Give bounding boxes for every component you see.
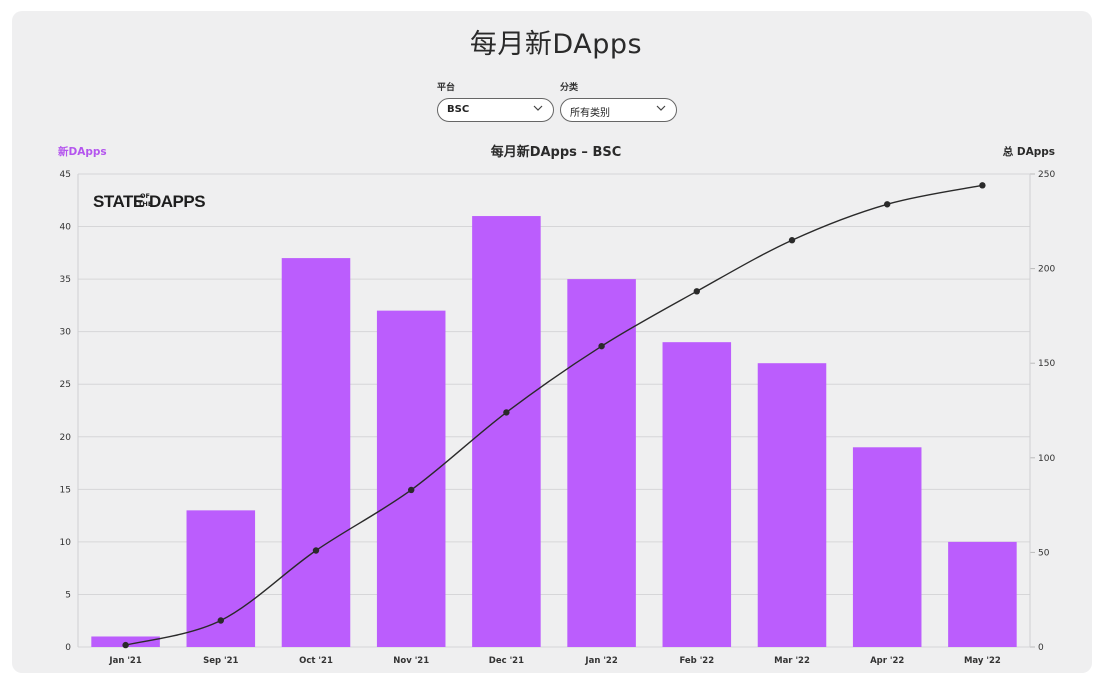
- total-dapps-point: [884, 201, 891, 208]
- category-select[interactable]: 所有类别: [560, 98, 677, 122]
- axis-ticks: 0 5 10 15 20 25 30 35 40 45 0 50 100 150 200 250 Jan '21…: [60, 170, 1056, 666]
- x-tick-label: Apr '22: [870, 656, 904, 666]
- y-tick-label: 25: [60, 380, 71, 390]
- bar: [948, 541, 1017, 647]
- x-tick-label: Dec '21: [489, 656, 524, 666]
- state-of-the-dapps-logo: STATE OF THE DAPPS: [93, 192, 206, 211]
- y2-tick-label: 150: [1038, 359, 1055, 369]
- y-tick-label: 15: [60, 485, 71, 495]
- category-select-value: 所有类别: [570, 108, 610, 119]
- svg-text:OF: OF: [140, 192, 150, 200]
- y-tick-label: 5: [65, 590, 71, 600]
- right-axis-title: 总 DApps: [1003, 145, 1055, 158]
- total-dapps-point: [503, 409, 510, 416]
- x-tick-label: May '22: [964, 656, 1001, 666]
- y-tick-label: 0: [65, 643, 71, 653]
- y-tick-label: 20: [60, 433, 72, 443]
- y-tick-label: 10: [60, 538, 72, 548]
- chevron-down-icon: [533, 105, 543, 111]
- category-filter-label: 分类: [560, 83, 579, 93]
- x-tick-label: Sep '21: [203, 656, 238, 666]
- cumulative-line: [122, 182, 986, 649]
- bars: [91, 216, 1017, 648]
- bar: [567, 279, 636, 647]
- total-dapps-point: [788, 237, 796, 244]
- category-filter: 分类 所有类别: [560, 80, 677, 122]
- total-dapps-point: [122, 641, 129, 649]
- total-dapps-line: [125, 184, 983, 646]
- x-tick-label: Mar '22: [774, 656, 810, 666]
- svg-text:DAPPS: DAPPS: [149, 192, 205, 211]
- left-axis-title: 新DApps: [58, 145, 107, 158]
- platform-filter-label: 平台: [437, 83, 456, 93]
- x-tick-label: Oct '21: [299, 656, 333, 666]
- svg-text:THE: THE: [138, 200, 152, 208]
- bar: [852, 447, 922, 647]
- chevron-down-icon: [656, 105, 666, 111]
- total-dapps-point: [598, 342, 605, 350]
- platform-select-value: BSC: [447, 104, 470, 115]
- total-dapps-point: [217, 617, 224, 624]
- y2-tick-label: 200: [1038, 265, 1055, 275]
- bar: [186, 510, 256, 647]
- y2-tick-label: 50: [1038, 548, 1050, 558]
- y-tick-label: 35: [60, 275, 71, 285]
- bar: [281, 258, 351, 647]
- platform-select[interactable]: BSC: [437, 98, 554, 122]
- bar: [376, 310, 446, 647]
- x-tick-label: Jan '22: [584, 656, 617, 666]
- platform-filter: 平台 BSC: [437, 80, 554, 122]
- y2-tick-label: 0: [1038, 643, 1044, 653]
- x-tick-label: Jan '21: [108, 656, 141, 666]
- total-dapps-point: [312, 547, 320, 554]
- y2-tick-label: 100: [1038, 454, 1055, 464]
- total-dapps-point: [693, 288, 700, 295]
- y2-tick-label: 250: [1038, 170, 1055, 180]
- x-tick-label: Nov '21: [393, 656, 429, 666]
- y-tick-label: 45: [60, 170, 71, 180]
- total-dapps-point: [979, 182, 986, 189]
- bar: [662, 342, 732, 647]
- page-title: 每月新DApps: [469, 29, 643, 60]
- chart-title: 每月新DApps – BSC: [491, 144, 622, 160]
- total-dapps-point: [408, 486, 415, 494]
- y-tick-label: 30: [60, 328, 72, 338]
- bar: [757, 363, 827, 647]
- y-tick-label: 40: [60, 223, 72, 233]
- svg-text:STATE: STATE: [93, 192, 144, 211]
- bar: [91, 636, 160, 647]
- x-tick-label: Feb '22: [679, 656, 714, 666]
